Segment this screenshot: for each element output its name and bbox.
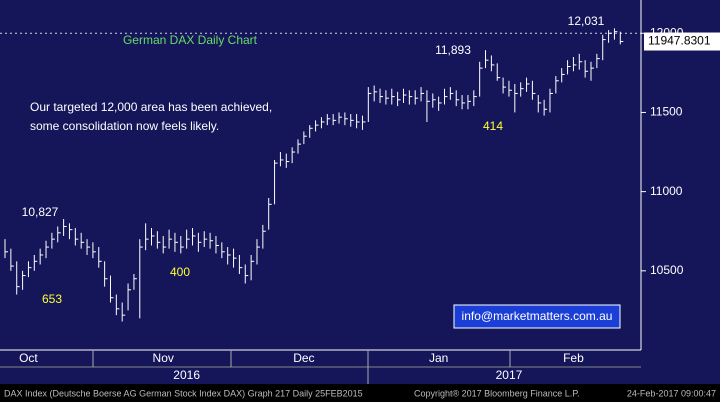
annotation: 653 [42,292,62,306]
y-tick-label: 10500 [650,263,684,277]
x-tick-label: Jan [429,351,448,365]
month-separators [92,350,511,384]
contact-box [453,304,621,329]
footer: 24-Feb-2017 09:00:47 [627,388,716,398]
annotation: 12,031 [568,14,605,28]
y-tick-label: 11500 [650,105,683,119]
last-price-label: 11947.8301 [648,34,711,48]
year-label: 2016 [173,368,200,382]
footer: DAX Index (Deutsche Boerse AG German Sto… [4,388,363,398]
x-tick-label: Nov [153,351,174,365]
chart-title: German DAX Daily Chart [123,33,258,47]
year-label: 2017 [496,368,523,382]
annotation: 414 [483,119,503,133]
annotation: 400 [170,265,190,279]
annotation: 11,893 [435,43,471,57]
footer: Copyright® 2017 Bloomberg Finance L.P. [414,388,580,398]
last-price-box [644,32,720,51]
y-tick-label: 11000 [650,184,683,198]
contact: info@marketmatters.com.au [462,309,613,323]
x-tick-label: Oct [19,351,38,365]
x-tick-label: Feb [563,351,584,365]
x-tick-label: Dec [293,351,314,365]
note: Our targeted 12,000 area has been achiev… [30,100,272,114]
note: some consolidation now feels likely. [30,119,219,133]
annotation: 10,827 [22,205,59,219]
